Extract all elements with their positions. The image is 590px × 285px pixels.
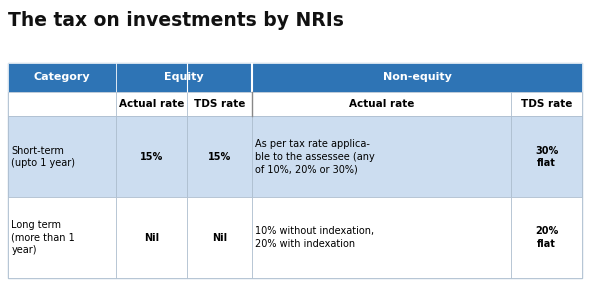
Bar xyxy=(116,197,187,278)
Bar xyxy=(512,117,582,197)
Text: 10% without indexation,
20% with indexation: 10% without indexation, 20% with indexat… xyxy=(255,226,375,249)
Text: As per tax rate applica-
ble to the assessee (any
of 10%, 20% or 30%): As per tax rate applica- ble to the asse… xyxy=(255,139,375,174)
Text: 15%: 15% xyxy=(140,152,163,162)
Text: TDS rate: TDS rate xyxy=(194,99,245,109)
Bar xyxy=(252,117,512,197)
Bar xyxy=(512,92,582,117)
Bar xyxy=(252,197,512,278)
Text: 30%
flat: 30% flat xyxy=(535,146,558,168)
Text: Long term
(more than 1
year): Long term (more than 1 year) xyxy=(11,220,75,255)
Text: Non-equity: Non-equity xyxy=(382,72,451,82)
Text: Actual rate: Actual rate xyxy=(349,99,414,109)
Text: Equity: Equity xyxy=(164,72,204,82)
Bar xyxy=(187,117,252,197)
Text: Nil: Nil xyxy=(212,233,227,243)
Text: The tax on investments by NRIs: The tax on investments by NRIs xyxy=(8,11,343,30)
Text: 15%: 15% xyxy=(208,152,231,162)
Bar xyxy=(116,92,187,117)
Bar xyxy=(116,63,252,92)
Bar xyxy=(252,92,512,117)
Text: Category: Category xyxy=(34,72,90,82)
Bar xyxy=(8,92,116,117)
Text: Actual rate: Actual rate xyxy=(119,99,184,109)
Bar xyxy=(8,63,582,278)
Text: TDS rate: TDS rate xyxy=(521,99,572,109)
Bar xyxy=(512,197,582,278)
Bar xyxy=(8,63,116,92)
Bar xyxy=(252,63,582,92)
Bar xyxy=(116,117,187,197)
Bar xyxy=(187,197,252,278)
Bar xyxy=(8,197,116,278)
Text: Short-term
(upto 1 year): Short-term (upto 1 year) xyxy=(11,146,75,168)
Text: Nil: Nil xyxy=(144,233,159,243)
Text: 20%
flat: 20% flat xyxy=(535,226,558,249)
Bar xyxy=(187,92,252,117)
Bar xyxy=(8,117,116,197)
